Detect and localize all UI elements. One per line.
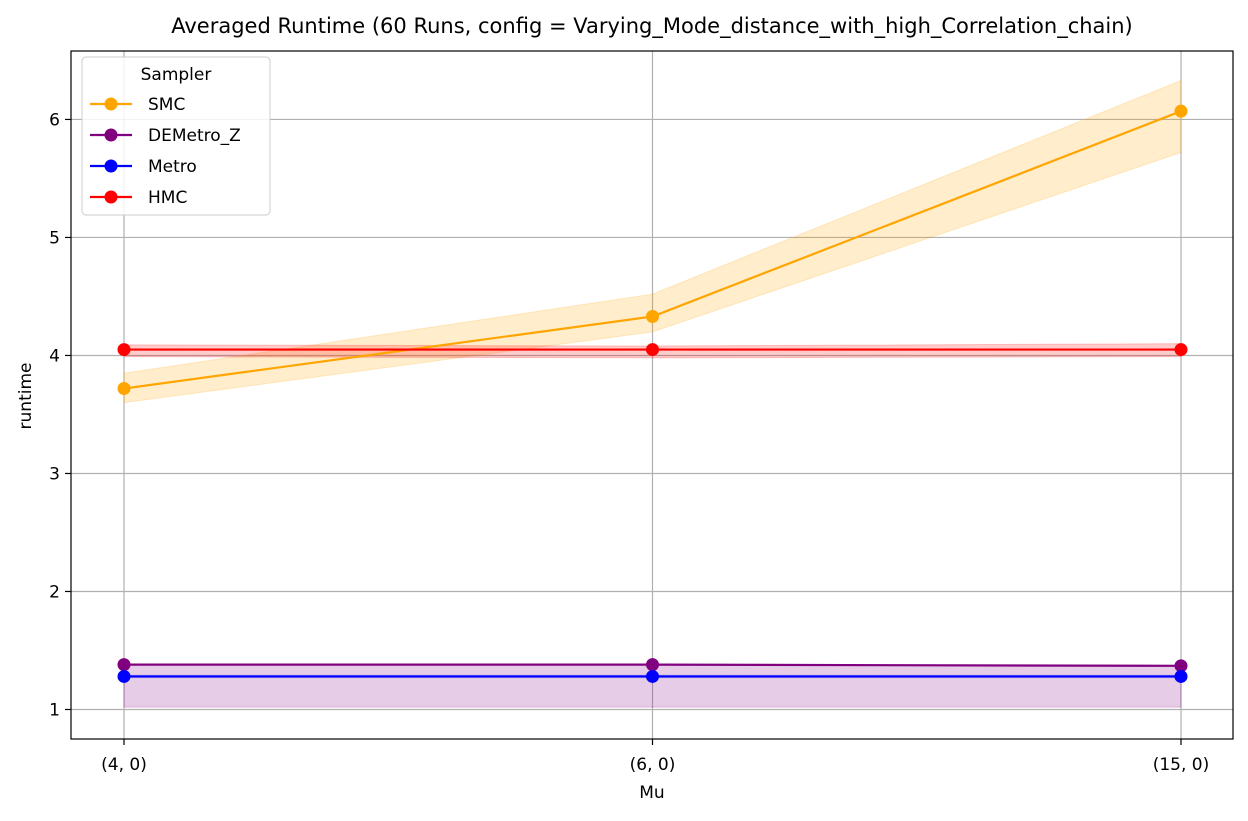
y-tick-label: 2	[49, 582, 60, 602]
legend-label-demetro-z: DEMetro_Z	[148, 126, 241, 146]
y-tick-label: 5	[49, 228, 60, 248]
point-metro	[1174, 669, 1188, 683]
x-axis-label: Mu	[639, 783, 664, 803]
legend: Sampler SMC DEMetro_Z Metro HMC	[81, 56, 271, 216]
legend-marker-demetro-z	[104, 128, 118, 142]
point-demetro-z	[1174, 659, 1188, 673]
point-smc	[117, 382, 131, 396]
legend-marker-smc	[104, 97, 118, 111]
point-hmc	[1174, 343, 1188, 357]
axis-ticks: (4, 0) (6, 0) (15, 0) 1 2 3 4 5 6	[49, 110, 1209, 775]
y-tick-label: 3	[49, 464, 60, 484]
point-metro	[117, 669, 131, 683]
x-tick-label: (15, 0)	[1153, 755, 1210, 775]
legend-marker-hmc	[104, 190, 118, 204]
point-hmc	[646, 343, 659, 357]
y-tick-label: 6	[49, 110, 60, 130]
band-smc	[123, 79, 1182, 404]
point-smc	[646, 310, 659, 324]
legend-label-hmc: HMC	[148, 188, 187, 208]
legend-label-smc: SMC	[148, 95, 185, 115]
y-axis-label: runtime	[16, 363, 36, 430]
point-demetro-z	[646, 658, 659, 672]
legend-label-metro: Metro	[148, 157, 197, 177]
point-metro	[646, 669, 659, 683]
legend-marker-metro	[104, 159, 118, 173]
x-tick-label: (6, 0)	[630, 755, 676, 775]
chart-title: Averaged Runtime (60 Runs, config = Vary…	[171, 14, 1133, 39]
legend-entries: SMC DEMetro_Z Metro HMC	[90, 95, 241, 208]
point-demetro-z	[117, 658, 131, 672]
series-lines	[117, 104, 1188, 683]
y-tick-label: 4	[49, 346, 60, 366]
legend-title: Sampler	[141, 65, 212, 85]
point-hmc	[117, 343, 131, 357]
y-tick-label: 1	[49, 700, 60, 720]
point-smc	[1174, 104, 1188, 118]
x-tick-label: (4, 0)	[101, 755, 147, 775]
legend-box	[81, 56, 271, 216]
